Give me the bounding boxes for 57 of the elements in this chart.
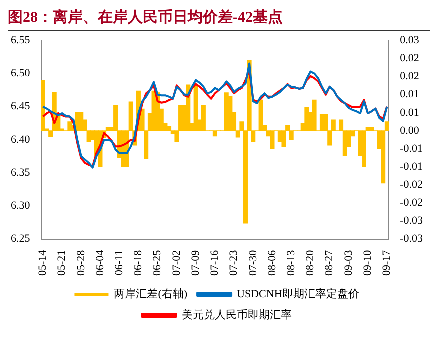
x-tick-label: 07-16 bbox=[209, 250, 222, 276]
x-tick-label: 06-25 bbox=[152, 250, 164, 276]
chart-title: 图28：离岸、在岸人民币日均价差-42基点 bbox=[8, 8, 430, 31]
y-tick-label: 6.40 bbox=[11, 134, 31, 146]
bar bbox=[320, 114, 324, 132]
bar bbox=[362, 130, 366, 168]
y2-tick-label: 0.00 bbox=[400, 124, 420, 137]
y-tick-label: 6.30 bbox=[11, 200, 31, 212]
x-tick-label: 07-02 bbox=[170, 250, 183, 276]
bar bbox=[41, 80, 46, 132]
y2-tick-label: 0.02 bbox=[400, 52, 420, 65]
x-tick-label: 09-17 bbox=[381, 250, 394, 276]
y-tick-label: 6.50 bbox=[11, 68, 31, 80]
y2-tick-label: 0.02 bbox=[400, 70, 420, 83]
bar bbox=[212, 130, 218, 137]
legend-label: USDCNH即期汇率定盘价 bbox=[237, 287, 360, 300]
y2-tick-label: -0.03 bbox=[400, 215, 424, 228]
x-tick-label: 07-23 bbox=[228, 250, 240, 276]
x-tick-label: 05-28 bbox=[75, 250, 88, 276]
bar bbox=[228, 96, 233, 132]
legend-label: 两岸汇差(右轴) bbox=[114, 287, 188, 300]
y-tick-label: 6.55 bbox=[11, 34, 31, 46]
x-tick-label: 08-13 bbox=[286, 250, 298, 276]
bar bbox=[201, 105, 206, 132]
bar bbox=[194, 86, 198, 132]
y-tick-label: 6.35 bbox=[11, 166, 31, 179]
bar bbox=[258, 100, 264, 132]
bar bbox=[270, 130, 275, 150]
bar bbox=[167, 126, 172, 132]
x-tick-label: 06-11 bbox=[114, 250, 126, 276]
y2-tick-label: 0.01 bbox=[400, 88, 420, 101]
bar bbox=[79, 112, 84, 132]
x-tick-label: 05-14 bbox=[37, 250, 50, 276]
x-tick-label: 08-06 bbox=[266, 250, 278, 276]
y2-tick-label: -0.01 bbox=[400, 142, 424, 155]
x-tick-label: 08-20 bbox=[304, 250, 317, 276]
bar bbox=[68, 122, 72, 132]
x-tick-label: 07-09 bbox=[190, 250, 202, 276]
y2-tick-label: 0.03 bbox=[400, 34, 420, 46]
y2-tick-label: -0.02 bbox=[400, 197, 424, 210]
bar bbox=[370, 126, 374, 132]
y2-tick-label: -0.01 bbox=[400, 160, 424, 173]
y2-tick-label: -0.02 bbox=[400, 179, 424, 192]
y-tick-label: 6.45 bbox=[11, 100, 31, 113]
y2-tick-label: 0.01 bbox=[400, 106, 420, 119]
x-tick-label: 08-27 bbox=[324, 250, 336, 276]
x-tick-label: 05-21 bbox=[56, 250, 68, 276]
x-tick-label: 06-18 bbox=[132, 250, 145, 276]
y-tick-label: 6.25 bbox=[11, 233, 31, 246]
legend-label: 美元兑人民币即期汇率 bbox=[182, 308, 292, 322]
y2-tick-label: -0.03 bbox=[400, 233, 424, 246]
bar bbox=[312, 100, 317, 132]
x-tick-label: 09-10 bbox=[362, 250, 374, 276]
x-tick-label: 07-30 bbox=[247, 250, 260, 276]
bar bbox=[304, 107, 310, 132]
x-tick-label: 06-04 bbox=[94, 250, 106, 276]
x-tick-label: 09-03 bbox=[342, 250, 355, 276]
